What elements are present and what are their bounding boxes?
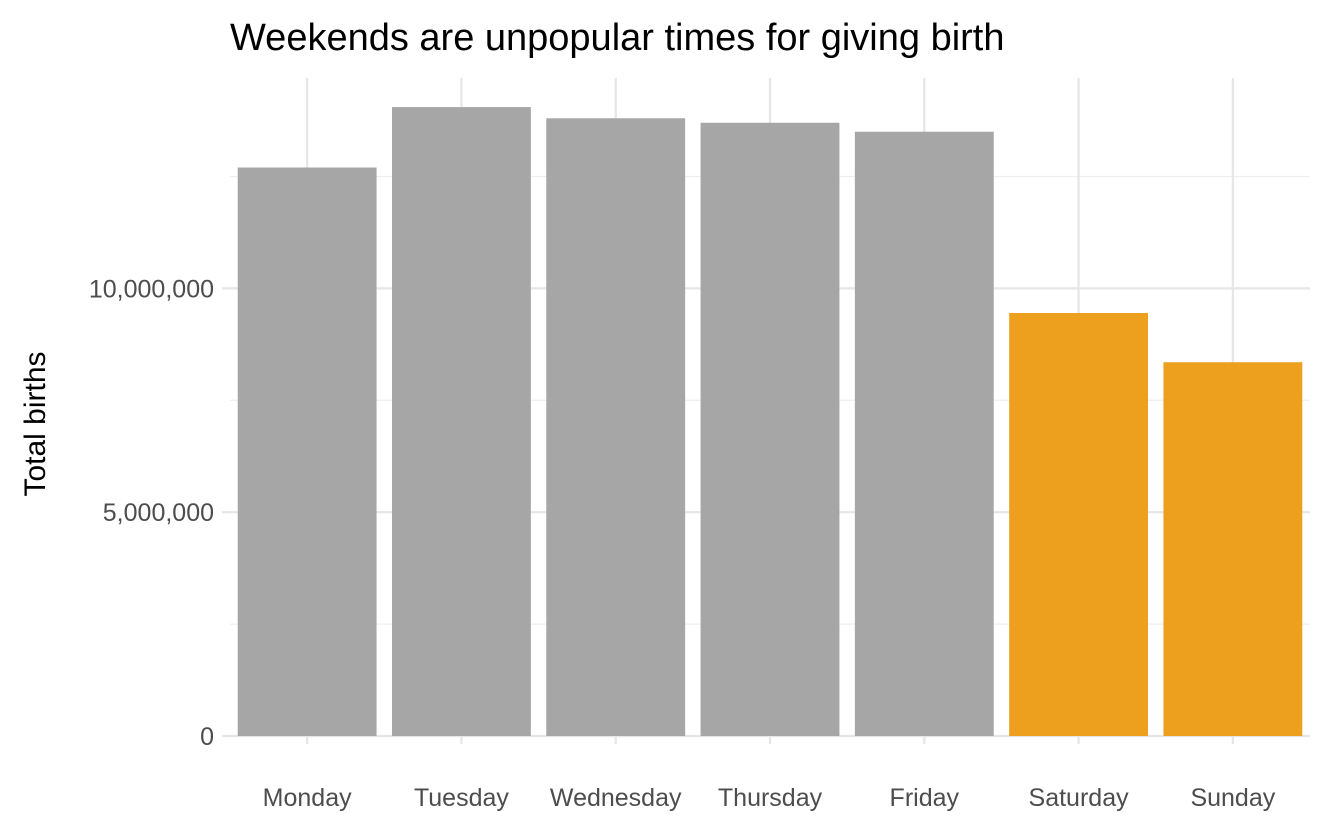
x-tick-label: Wednesday	[550, 784, 682, 812]
y-axis-label: Total births	[19, 351, 52, 496]
bar-monday	[237, 167, 377, 736]
x-tick-label: Friday	[890, 784, 960, 812]
y-tick-label: 10,000,000	[89, 275, 214, 303]
bar-friday	[854, 131, 994, 736]
bar-sunday	[1163, 362, 1303, 736]
bars	[237, 107, 1303, 737]
bar-tuesday	[392, 107, 531, 737]
x-tick-label: Saturday	[1029, 784, 1130, 812]
x-tick-label: Tuesday	[414, 784, 509, 812]
y-tick-label: 0	[200, 723, 214, 751]
bar-thursday	[700, 122, 840, 736]
x-tick-label: Thursday	[718, 784, 823, 812]
x-tick-label: Sunday	[1190, 784, 1275, 812]
bar-saturday	[1009, 313, 1148, 736]
chart-title: Weekends are unpopular times for giving …	[230, 17, 1005, 59]
y-tick-label: 5,000,000	[103, 499, 214, 527]
x-tick-label: Monday	[263, 784, 352, 812]
bar-wednesday	[546, 118, 686, 737]
tick-labels: Monday Tuesday Wednesday Thursday Friday Satu…	[89, 275, 1276, 812]
